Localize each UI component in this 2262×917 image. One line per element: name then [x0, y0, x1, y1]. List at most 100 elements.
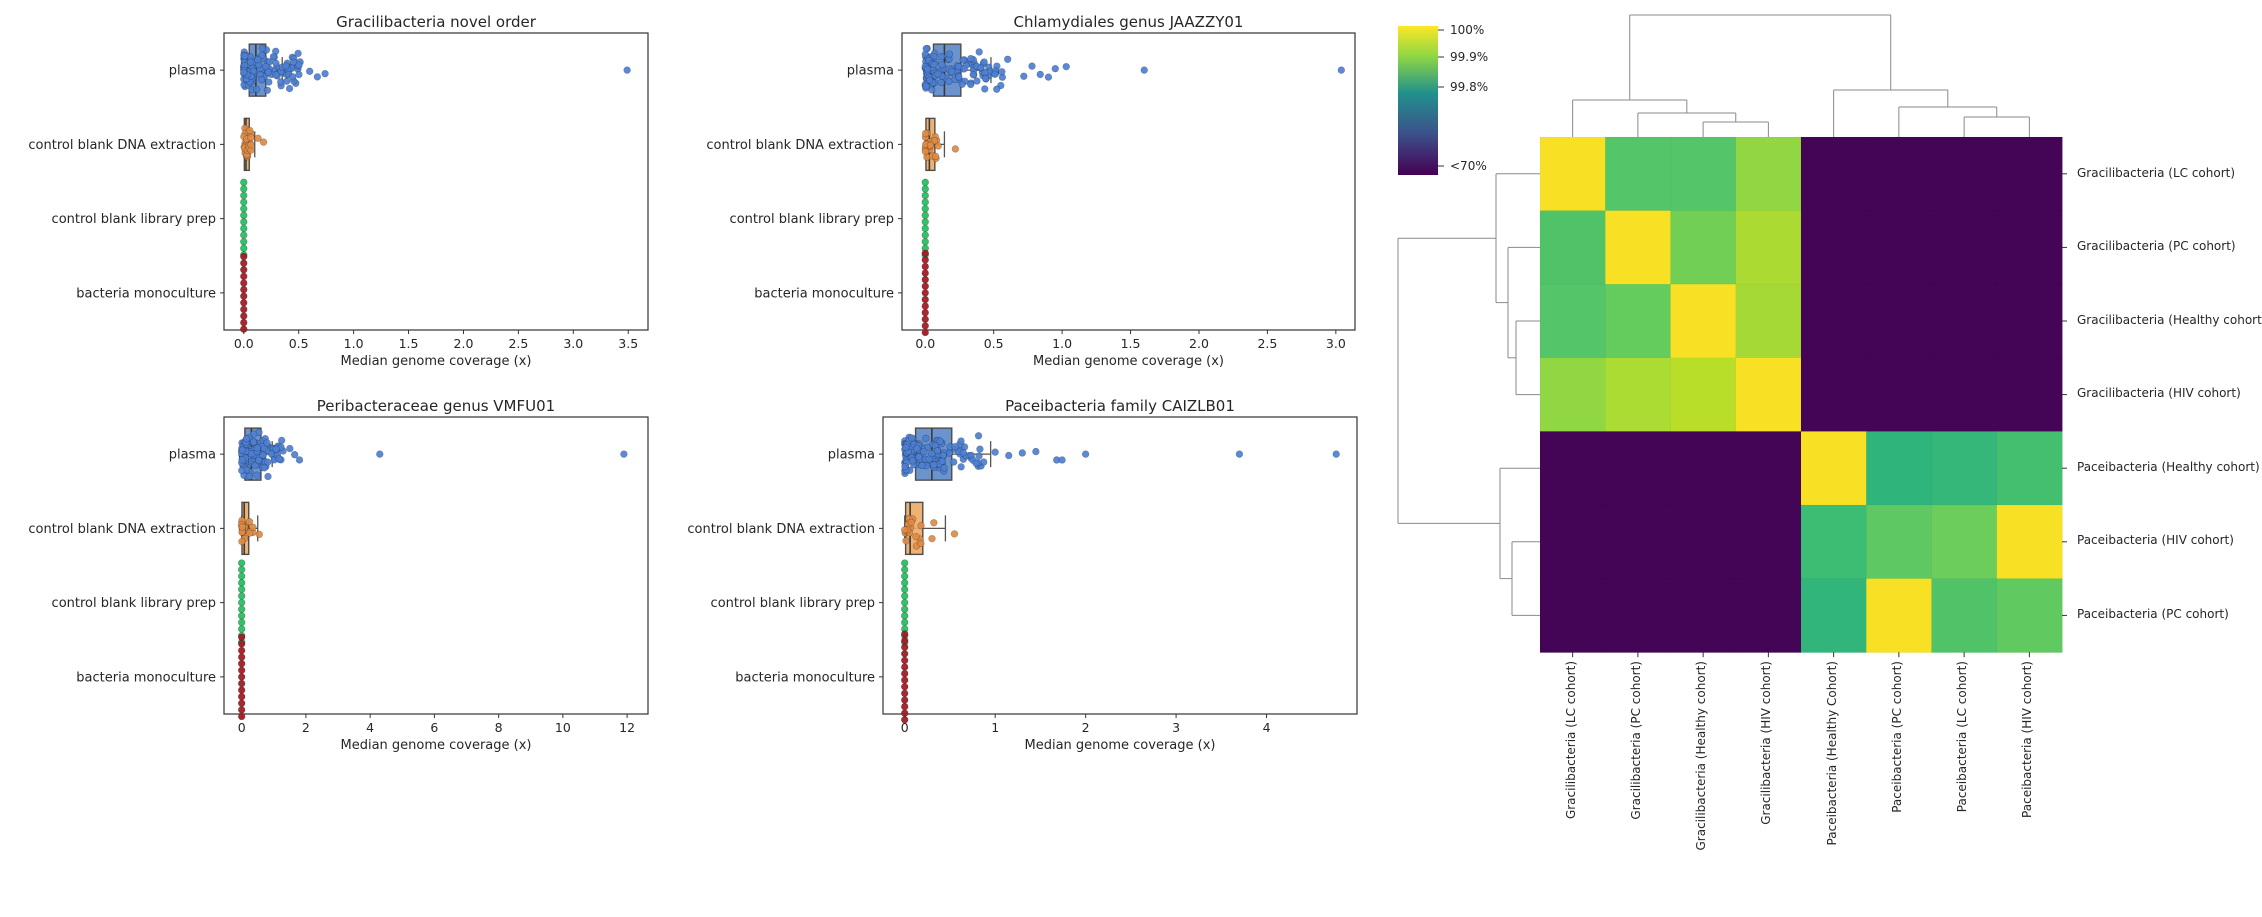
data-point: [263, 439, 271, 447]
x-tick-label: 3.0: [1326, 336, 1346, 351]
data-point: [955, 73, 963, 81]
colorbar-tick-99-9: 99.9%: [1450, 50, 1489, 64]
data-point: [247, 133, 255, 142]
heatmap-cell: [1996, 283, 2063, 359]
data-point: [938, 61, 946, 69]
data-point: [237, 692, 246, 701]
data-point: [901, 592, 909, 600]
data-point: [981, 85, 989, 93]
colorbar: [1398, 26, 1438, 175]
data-point: [901, 643, 909, 651]
heatmap-cell: [1539, 283, 1606, 359]
data-point: [945, 77, 953, 86]
heatmap-cell: [1670, 210, 1737, 285]
data-point: [974, 432, 983, 440]
strip-panel-2: 0.0 0.5 1.0 1.5 2.0 2.5 3.0 plasma control blank…: [706, 32, 1356, 351]
heatmap-cell: [1800, 504, 1867, 580]
data-point: [240, 224, 248, 233]
category-label: plasma: [169, 64, 216, 79]
data-point: [901, 630, 909, 638]
data-point: [917, 521, 925, 530]
data-point: [958, 80, 966, 88]
heatmap-cell: [1670, 136, 1737, 212]
x-tick-label: 2: [1082, 720, 1090, 735]
data-point: [313, 73, 322, 81]
data-point: [237, 673, 246, 681]
data-point: [237, 559, 246, 567]
data-point: [253, 471, 261, 479]
data-point: [901, 650, 909, 658]
x-axis-label-4: Median genome coverage (x): [1024, 738, 1216, 753]
data-point: [901, 702, 909, 711]
data-point: [928, 449, 936, 458]
data-point: [1036, 70, 1044, 79]
heatmap-cell: [1866, 578, 1933, 653]
data-point: [240, 285, 248, 294]
data-point: [912, 532, 920, 541]
data-point: [998, 68, 1006, 76]
data-point: [267, 450, 276, 458]
data-point: [901, 716, 909, 724]
heatmap-cell: [1931, 210, 1998, 285]
data-point: [245, 472, 254, 481]
data-point: [901, 669, 909, 678]
x-axis-label-3: Median genome coverage (x): [340, 738, 532, 753]
data-point: [936, 437, 944, 446]
data-point: [254, 134, 262, 142]
data-point: [921, 224, 929, 233]
data-point: [921, 185, 929, 193]
x-tick-label: 2: [302, 720, 310, 735]
data-point: [255, 456, 263, 465]
data-point: [939, 451, 947, 459]
clustermap: [1397, 14, 2067, 658]
data-point: [980, 58, 988, 66]
data-point: [255, 530, 264, 539]
data-point: [237, 679, 246, 688]
data-point: [940, 464, 948, 472]
panel-title-4: Paceibacteria family CAIZLB01: [1005, 397, 1235, 415]
data-point: [240, 211, 248, 220]
heatmap-col-label-2: Gracilibacteria (PC cohort): [1629, 661, 1643, 820]
heatmap-cell: [1996, 210, 2063, 285]
data-point: [928, 534, 936, 543]
data-point: [975, 452, 983, 460]
heatmap-row-label-5: Paceibacteria (Healthy cohort): [2077, 460, 2260, 474]
panel-title-3: Peribacteraceae genus VMFU01: [316, 397, 556, 415]
category-label: control blank DNA extraction: [706, 138, 894, 153]
data-point: [254, 55, 262, 64]
heatmap-cell: [1539, 357, 1606, 433]
data-point: [934, 70, 942, 78]
heatmap-cell: [1866, 210, 1933, 285]
data-point: [240, 299, 248, 307]
heatmap-col-label-1: Gracilibacteria (LC cohort): [1564, 661, 1578, 820]
heatmap-cell: [1931, 578, 1998, 653]
data-point: [921, 322, 929, 330]
data-point: [286, 444, 294, 453]
category-label: plasma: [847, 64, 894, 79]
data-point: [246, 126, 254, 135]
data-point: [945, 50, 954, 58]
panel-title-1: Gracilibacteria novel order: [336, 13, 536, 31]
data-point: [240, 198, 248, 206]
data-point: [240, 218, 248, 226]
data-point: [288, 73, 297, 81]
category-label: control blank DNA extraction: [28, 522, 216, 537]
data-point: [920, 447, 928, 456]
data-point: [1020, 72, 1028, 80]
data-point: [1235, 450, 1244, 458]
data-point: [933, 446, 942, 455]
data-point: [951, 145, 960, 153]
heatmap-cell: [1735, 357, 1802, 433]
data-point: [921, 328, 929, 337]
strip-panel-3: 0 2 4 6 8 10 12 plasma control blank DNA extract…: [28, 416, 649, 735]
heatmap-row-label-1: Gracilibacteria (LC cohort): [2077, 166, 2236, 180]
data-point: [240, 279, 248, 287]
data-point: [991, 448, 999, 456]
heatmap-cell: [1800, 357, 1867, 433]
heatmap-col-label-4: Gracilibacteria (HIV cohort): [1759, 661, 1773, 825]
category-label: plasma: [169, 448, 216, 463]
heatmap-cell: [1735, 504, 1802, 580]
data-point: [242, 435, 251, 443]
data-point: [901, 618, 909, 627]
